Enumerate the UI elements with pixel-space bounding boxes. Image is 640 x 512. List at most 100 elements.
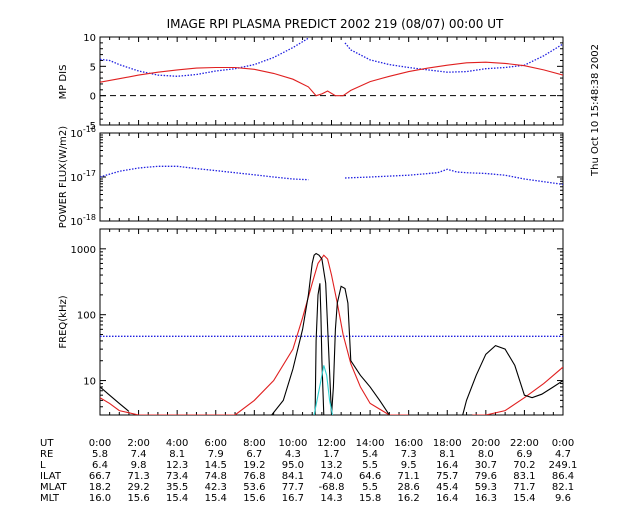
series-cyan-line [313,365,334,415]
table-cell: 42.3 [205,482,227,493]
table-cell: 6.9 [516,449,532,460]
y-axis-label: POWER FLUX(W/m2) [58,126,69,228]
table-cell: 84.1 [282,471,304,482]
table-cell: 59.3 [475,482,497,493]
table-cell: 16.7 [282,493,304,504]
table-cell: 74.8 [205,471,227,482]
table-cell: 13.2 [320,460,342,471]
table-cell: 2:00 [127,438,149,449]
table-cell: 8.0 [478,449,494,460]
figure-title: IMAGE RPI PLASMA PREDICT 2002 219 (08/07… [167,17,504,31]
table-cell: 5.5 [362,482,378,493]
table-cell: 74.0 [320,471,342,482]
table-cell: 70.2 [513,460,535,471]
table-cell: 9.8 [131,460,147,471]
table-cell: 249.1 [549,460,578,471]
y-tick-label: 5 [90,62,96,73]
table-cell: 73.4 [166,471,188,482]
table-cell: 30.7 [475,460,497,471]
panel-frame [99,36,564,126]
table-cell: 16.4 [436,493,458,504]
panel-frame [99,132,564,222]
table-cell: 16.2 [398,493,420,504]
table-cell: 0:00 [89,438,111,449]
table-cell: 14:00 [356,438,385,449]
table-cell: 35.5 [166,482,188,493]
table-cell: 18.2 [89,482,111,493]
table-cell: 7.4 [131,449,147,460]
table-cell: 16:00 [394,438,423,449]
table-cell: 20:00 [471,438,500,449]
y-axis-label: FREQ(kHz) [58,295,69,348]
table-row-label: ILAT [40,471,62,482]
table-row-label: RE [40,449,53,460]
table-cell: 7.3 [401,449,417,460]
table-cell: 10:00 [279,438,308,449]
table-cell: 6.4 [92,460,108,471]
y-tick-label: 10-16 [70,125,96,140]
table-cell: 15.4 [513,493,535,504]
series-blue-line [100,165,563,186]
table-cell: 8.1 [439,449,455,460]
panel-frame [99,228,564,416]
table-cell: 1.7 [324,449,340,460]
table-cell: 16.0 [89,493,111,504]
table-cell: 76.8 [243,471,265,482]
table-cell: 28.6 [398,482,420,493]
table-cell: 6:00 [205,438,227,449]
table-cell: 71.7 [513,482,535,493]
table-cell: 8:00 [243,438,265,449]
table-cell: 4.7 [555,449,571,460]
table-cell: 4.3 [285,449,301,460]
table-cell: 45.4 [436,482,458,493]
table-cell: 14.5 [205,460,227,471]
y-tick-label: 1000 [71,245,96,256]
table-cell: 5.5 [362,460,378,471]
table-cell: 15.6 [127,493,149,504]
table-cell: 66.7 [89,471,111,482]
table-cell: 4:00 [166,438,188,449]
y-tick-label: -5 [86,121,96,132]
y-tick-label: 10-18 [70,213,96,228]
table-cell: -68.8 [319,482,345,493]
frequency-panel: FREQ(kHz) 1000 100 10 [58,228,564,416]
table-cell: 7.9 [208,449,224,460]
table-cell: 16.4 [436,460,458,471]
table-cell: 15.8 [359,493,381,504]
table-cell: 83.1 [513,471,535,482]
y-tick-label: 10 [83,377,96,388]
y-tick-label: 0 [90,92,96,103]
table-row-label: UT [40,438,54,449]
table-cell: 9.5 [401,460,417,471]
table-row-label: MLT [40,493,60,504]
table-cell: 71.3 [127,471,149,482]
table-cell: 6.7 [246,449,262,460]
table-cell: 15.4 [166,493,188,504]
table-cell: 0:00 [552,438,574,449]
series-black-line [100,252,563,415]
orbit-parameter-table: UT 0:00 2:00 4:00 6:00 8:00 10:00 12:00 14:00 16:… [40,438,577,504]
table-cell: 82.1 [552,482,574,493]
series-red-line [100,61,563,97]
table-cell: 19.2 [243,460,265,471]
table-cell: 77.7 [282,482,304,493]
table-row-label: MLAT [40,482,67,493]
table-cell: 16.3 [475,493,497,504]
table-cell: 95.0 [282,460,304,471]
table-cell: 18:00 [433,438,462,449]
table-cell: 15.6 [243,493,265,504]
table-cell: 29.2 [127,482,149,493]
series-red-line [100,254,563,415]
table-cell: 22:00 [510,438,539,449]
table-cell: 71.1 [398,471,420,482]
y-tick-label: 10 [83,33,96,44]
table-cell: 86.4 [552,471,574,482]
series-black-line [314,283,325,415]
table-cell: 9.6 [555,493,571,504]
table-row-label: L [40,460,46,471]
y-tick-label: 100 [77,311,96,322]
table-cell: 8.1 [169,449,185,460]
table-cell: 15.4 [205,493,227,504]
table-cell: 5.8 [92,449,108,460]
